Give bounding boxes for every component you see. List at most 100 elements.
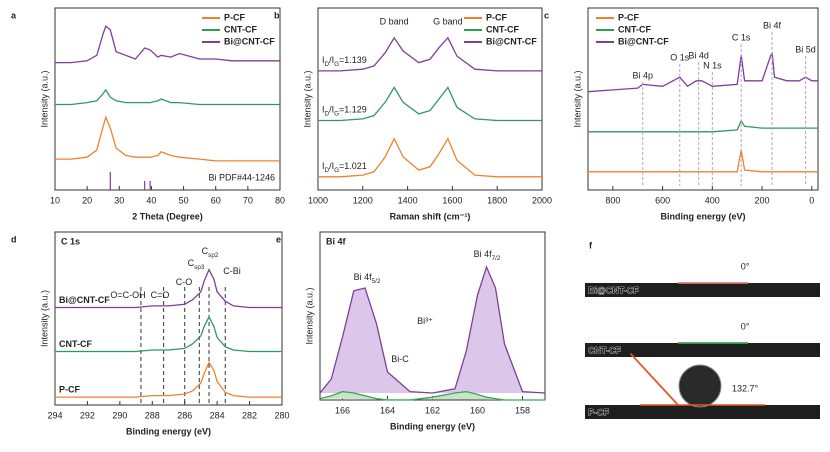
- x-tick-label: 288: [145, 410, 160, 420]
- peak-label-main: C=O: [151, 290, 170, 300]
- substrate: [585, 343, 820, 357]
- peak-label: Bi 5d: [795, 44, 816, 54]
- x-tick-label: 164: [380, 405, 395, 415]
- peak-label-main: Bi³⁺: [417, 316, 433, 326]
- x-tick-label: 284: [210, 410, 225, 420]
- y-axis-label: Intensity (a.u.): [39, 70, 49, 127]
- substrate: [585, 283, 820, 297]
- peak-label-main: Bi-C: [391, 354, 409, 364]
- plot-frame: [54, 7, 281, 191]
- peak-label: C=O: [151, 290, 170, 300]
- series-line: [55, 25, 280, 64]
- x-axis-label: Binding energy (eV): [390, 421, 475, 431]
- legend-label: P-CF: [486, 12, 507, 22]
- peak-label: O=C-OH: [110, 290, 145, 300]
- peak-label-main: C: [188, 258, 195, 268]
- ratio-label-part: G: [334, 61, 339, 68]
- x-tick-label: 400: [705, 195, 720, 205]
- x-tick-label: 162: [425, 405, 440, 415]
- ratio-label-part: =1.021: [339, 161, 367, 171]
- x-tick-label: 2000: [532, 195, 552, 205]
- ratio-label-part: D: [325, 167, 330, 174]
- ratio-label: ID/IG=1.021: [322, 161, 367, 174]
- peak-label: C-Bi: [223, 266, 241, 276]
- ratio-label: ID/IG=1.139: [322, 55, 367, 68]
- sample-name: P-CF: [588, 407, 609, 417]
- series-line: [55, 115, 280, 162]
- peak-label: C 1s: [732, 32, 751, 42]
- ratio-label-part: G: [334, 167, 339, 174]
- x-tick-label: 800: [605, 195, 620, 205]
- peak-label: Bi 4f5/2: [354, 272, 381, 285]
- panel-title: Bi 4f: [326, 236, 347, 246]
- series-line: [318, 36, 542, 72]
- legend-label: CNT-CF: [618, 24, 651, 34]
- x-tick-label: 280: [274, 410, 289, 420]
- x-tick-label: 10: [50, 195, 60, 205]
- x-tick-label: 50: [179, 195, 189, 205]
- x-tick-label: 286: [177, 410, 192, 420]
- x-tick-label: 1000: [308, 195, 328, 205]
- x-tick-label: 282: [242, 410, 257, 420]
- series-line: [319, 390, 545, 401]
- ratio-label-part: I: [322, 55, 325, 65]
- peak-label: O 1s: [670, 52, 690, 62]
- x-tick-label: 1800: [487, 195, 507, 205]
- series-name: Bi@CNT-CF: [59, 295, 110, 305]
- peak-label: Csp3: [188, 258, 205, 271]
- ratio-label-part: I: [322, 105, 325, 115]
- panel-letter: d: [11, 234, 17, 244]
- sample-name: CNT-CF: [588, 345, 621, 355]
- legend-label: P-CF: [224, 12, 245, 22]
- peak-label: N 1s: [703, 60, 722, 70]
- series-line: [55, 268, 282, 309]
- x-tick-label: 158: [515, 405, 530, 415]
- x-tick-label: 60: [211, 195, 221, 205]
- y-axis-label: Intensity (a.u.): [39, 290, 49, 347]
- series-line: [55, 88, 280, 106]
- peak-label: Bi 4p: [632, 70, 653, 80]
- peak-label: Bi³⁺: [417, 316, 433, 326]
- panel-letter: c: [544, 10, 549, 20]
- series-area: [320, 267, 545, 393]
- y-axis-label: Intensity (a.u.): [302, 70, 312, 127]
- angle-label: 132.7°: [732, 383, 759, 393]
- peak-label: C-O: [176, 277, 193, 287]
- x-tick-label: 290: [112, 410, 127, 420]
- x-tick-label: 70: [243, 195, 253, 205]
- peak-label-sub: 5/2: [372, 278, 381, 285]
- legend-label: Bi@CNT-CF: [618, 36, 669, 46]
- peak-label: Csp2: [202, 246, 219, 259]
- series-line: [319, 265, 546, 394]
- sample-name: Bi@CNT-CF: [588, 285, 639, 295]
- peak-label: Bi 4f: [763, 20, 782, 30]
- x-tick-label: 294: [47, 410, 62, 420]
- legend-label: P-CF: [618, 12, 639, 22]
- x-tick-label: 1600: [442, 195, 462, 205]
- peak-label-main: C-Bi: [223, 266, 241, 276]
- peak-label-sub: sp2: [208, 252, 219, 259]
- x-axis-label: Raman shift (cm⁻¹): [390, 211, 471, 221]
- series-line: [318, 86, 542, 122]
- band-label: D band: [380, 16, 409, 26]
- ratio-label-part: G: [334, 111, 339, 118]
- x-tick-label: 80: [275, 195, 285, 205]
- series-line: [55, 315, 282, 353]
- angle-label: 0°: [741, 321, 750, 331]
- peak-label-sub: 7/2: [492, 255, 501, 262]
- ratio-label-part: =1.139: [339, 55, 367, 65]
- reference-label: Bi PDF#44-1246: [208, 172, 275, 182]
- panel-letter: a: [11, 10, 17, 20]
- panel-title: C 1s: [61, 236, 80, 246]
- contact-angle-line: [629, 352, 679, 406]
- y-axis-label: Intensity (a.u.): [572, 70, 582, 127]
- peak-label-sub: sp3: [194, 264, 205, 271]
- droplet: [678, 364, 722, 408]
- x-tick-label: 200: [755, 195, 770, 205]
- x-axis-label: Binding energy (eV): [126, 426, 211, 436]
- substrate: [585, 405, 820, 419]
- peak-label-main: Bi 4f: [354, 272, 373, 282]
- angle-label: 0°: [741, 261, 750, 271]
- legend-label: CNT-CF: [486, 24, 519, 34]
